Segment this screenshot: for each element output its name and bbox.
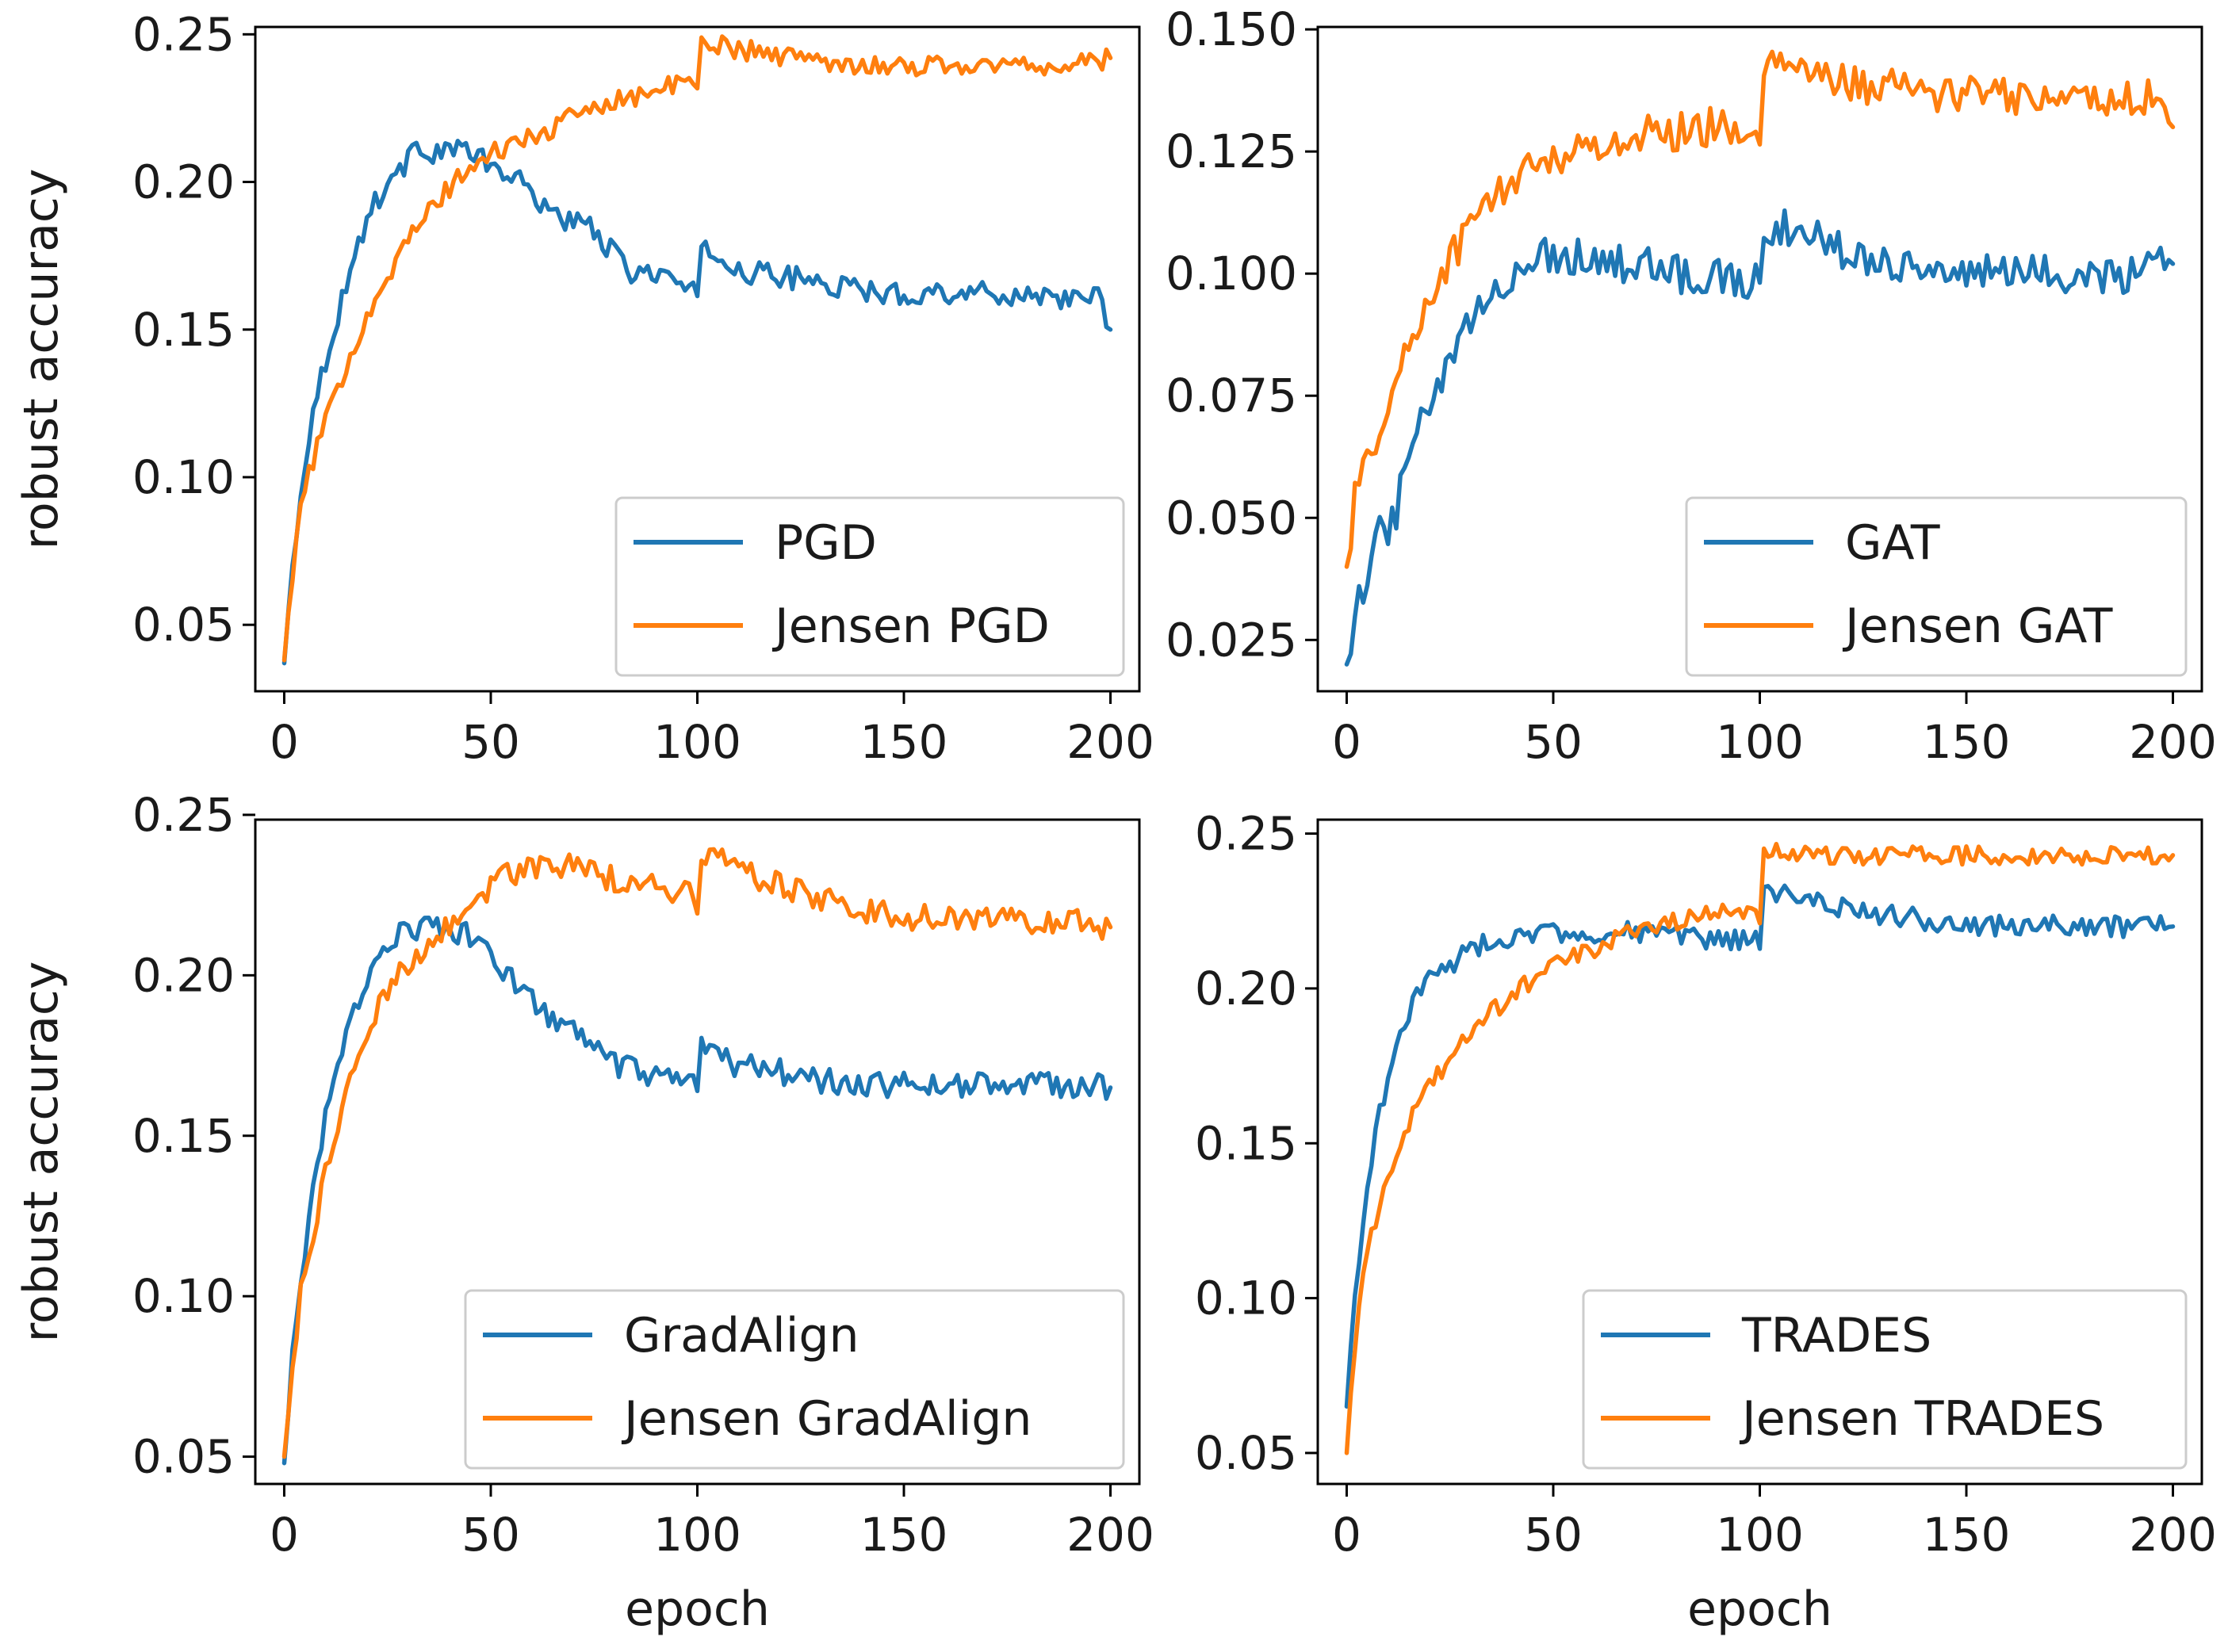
- x-tick-label: 200: [1066, 1508, 1154, 1562]
- x-tick-label: 200: [2129, 715, 2217, 769]
- x-tick-label: 200: [1066, 715, 1154, 769]
- series-line-pgd: [281, 139, 1113, 666]
- y-tick-label: 0.050: [1166, 491, 1297, 545]
- legend-label: Jensen PGD: [771, 598, 1050, 654]
- y-tick-label: 0.15: [132, 303, 235, 357]
- subplot-grid: 0 50 100 150 200 0.05 0.10 0.15 0.20 0.25 robust a…: [13, 2, 2217, 1637]
- legend: GradAlign Jensen GradAlign: [464, 1289, 1125, 1470]
- series-group: [1344, 841, 2176, 1455]
- x-tick-label: 50: [1524, 715, 1583, 769]
- legend-label: PGD: [775, 515, 877, 571]
- y-tick-label: 0.20: [1195, 962, 1297, 1015]
- x-tick-label: 150: [860, 1508, 948, 1562]
- x-tick-label: 0: [270, 715, 299, 769]
- y-tick-label: 0.125: [1166, 124, 1297, 178]
- subplot-bottom-left: 0 50 100 150 200 0.05 0.10 0.15 0.20 0.25 epoch rob…: [13, 788, 1154, 1637]
- y-axis-label: robust accuracy: [13, 962, 69, 1343]
- x-tick-label: 0: [270, 1508, 299, 1562]
- y-tick-label: 0.025: [1166, 613, 1297, 667]
- x-tick-label: 0: [1332, 715, 1361, 769]
- x-tick-label: 100: [1716, 715, 1804, 769]
- legend-label: GradAlign: [624, 1308, 859, 1363]
- y-tick-label: 0.15: [1195, 1116, 1297, 1170]
- legend: PGD Jensen PGD: [614, 496, 1125, 677]
- series-group: [281, 847, 1113, 1466]
- y-tick-label: 0.25: [1195, 807, 1297, 861]
- y-tick-label: 0.05: [1195, 1426, 1297, 1480]
- legend-label: Jensen TRADES: [1739, 1391, 2104, 1447]
- legend-frame: [1582, 1289, 2188, 1470]
- x-axis-label: epoch: [625, 1581, 770, 1637]
- legend-label: GAT: [1845, 515, 1940, 571]
- legend-frame: [464, 1289, 1125, 1470]
- legend-label: TRADES: [1741, 1308, 1931, 1363]
- series-group: [1344, 49, 2176, 667]
- y-tick-label: 0.10: [1195, 1272, 1297, 1325]
- x-tick-label: 200: [2129, 1508, 2217, 1562]
- series-line-jensen-gat: [1344, 49, 2176, 569]
- y-tick-label: 0.10: [132, 450, 235, 504]
- y-tick-label: 0.100: [1166, 247, 1297, 300]
- series-group: [281, 34, 1113, 666]
- x-tick-label: 50: [461, 1508, 520, 1562]
- series-line-jensen-trades: [1344, 841, 2176, 1455]
- y-tick-label: 0.25: [132, 7, 235, 61]
- x-tick-label: 50: [461, 715, 520, 769]
- x-tick-label: 100: [653, 1508, 741, 1562]
- x-tick-label: 150: [1923, 1508, 2011, 1562]
- x-tick-label: 0: [1332, 1508, 1361, 1562]
- x-axis-label: epoch: [1687, 1581, 1832, 1637]
- y-axis-label: robust accuracy: [13, 169, 69, 550]
- y-tick-label: 0.25: [132, 788, 235, 842]
- y-tick-label: 0.05: [132, 598, 235, 652]
- x-tick-label: 100: [1716, 1508, 1804, 1562]
- x-tick-label: 100: [653, 715, 741, 769]
- x-tick-label: 50: [1524, 1508, 1583, 1562]
- legend-label: Jensen GradAlign: [621, 1391, 1032, 1447]
- series-line-jensen-pgd: [281, 34, 1113, 663]
- legend: GAT Jensen GAT: [1685, 496, 2188, 677]
- x-tick-label: 150: [1923, 715, 2011, 769]
- y-tick-label: 0.05: [132, 1430, 235, 1484]
- y-tick-label: 0.150: [1166, 2, 1297, 56]
- y-tick-label: 0.075: [1166, 369, 1297, 423]
- subplot-bottom-right: 0 50 100 150 200 0.05 0.10 0.15 0.20 0.25 epoch TRA…: [1195, 807, 2217, 1637]
- y-tick-label: 0.10: [132, 1269, 235, 1323]
- x-tick-label: 150: [860, 715, 948, 769]
- y-tick-label: 0.20: [132, 155, 235, 209]
- subplot-top-left: 0 50 100 150 200 0.05 0.10 0.15 0.20 0.25 robust a…: [13, 7, 1154, 769]
- y-tick-label: 0.20: [132, 948, 235, 1002]
- series-line-jensen-gradalign: [281, 847, 1113, 1459]
- legend: TRADES Jensen TRADES: [1582, 1289, 2188, 1470]
- legend-label: Jensen GAT: [1842, 598, 2113, 654]
- series-line-trades: [1344, 883, 2176, 1409]
- y-tick-label: 0.15: [132, 1109, 235, 1163]
- series-line-gat: [1344, 208, 2176, 667]
- series-line-gradalign: [281, 915, 1113, 1466]
- subplot-top-right: 0 50 100 150 200 0.025 0.050 0.075 0.100 0.125 0.1…: [1166, 2, 2217, 769]
